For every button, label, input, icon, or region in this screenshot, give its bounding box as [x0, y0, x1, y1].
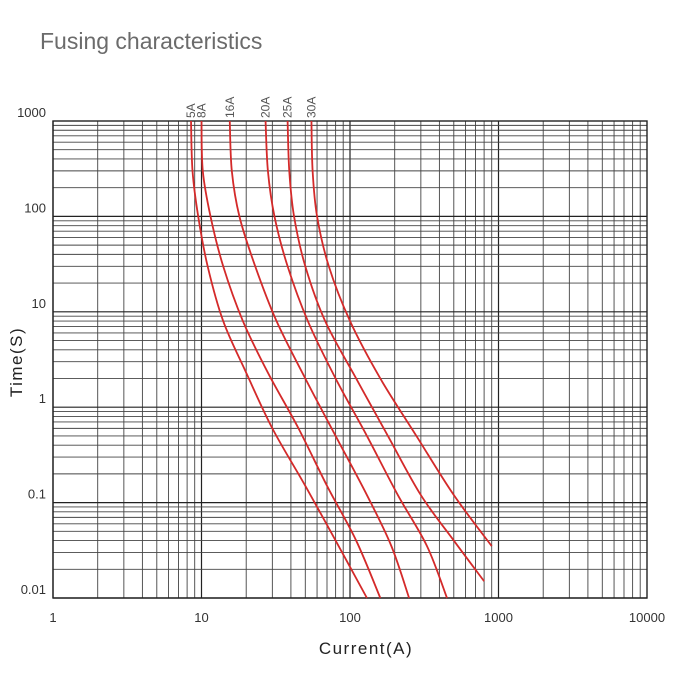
series-line-20A — [264, 120, 448, 599]
plot-frame — [52, 120, 648, 599]
y-tick-label: 0.1 — [28, 487, 46, 502]
series-line-30A — [310, 120, 493, 547]
y-tick-label: 100 — [24, 200, 46, 215]
x-tick-label: 1 — [49, 610, 56, 625]
series-line-8A — [200, 120, 382, 599]
y-tick-label: 1000 — [17, 105, 46, 120]
x-tick-label: 10 — [194, 610, 208, 625]
series-label-25A: 25A — [281, 97, 295, 118]
series-line-16A — [228, 120, 410, 599]
series-line-5A — [190, 120, 368, 599]
y-tick-label: 1 — [39, 391, 46, 406]
x-tick-labels: 1 10 100 1000 10000 — [49, 610, 665, 625]
y-tick-labels: 1000 100 10 1 0.1 0.01 — [17, 105, 46, 597]
series-label-16A: 16A — [223, 97, 237, 118]
x-axis-label: Current(A) — [319, 639, 413, 658]
x-tick-label: 10000 — [629, 610, 665, 625]
x-tick-label: 1000 — [484, 610, 513, 625]
y-axis-label: Time(S) — [7, 327, 26, 397]
series-label-20A: 20A — [259, 97, 273, 118]
x-tick-label: 100 — [339, 610, 361, 625]
y-tick-label: 0.01 — [21, 582, 46, 597]
grid — [52, 121, 647, 599]
series-label-5A: 5A — [184, 103, 198, 118]
series-label-8A: 8A — [195, 103, 209, 118]
y-tick-label: 10 — [32, 296, 46, 311]
plot-border — [52, 120, 648, 599]
series-lines — [190, 120, 493, 599]
series-line-25A — [286, 120, 485, 582]
series-label-30A: 30A — [304, 97, 318, 118]
chart-title: Fusing characteristics — [40, 28, 263, 54]
